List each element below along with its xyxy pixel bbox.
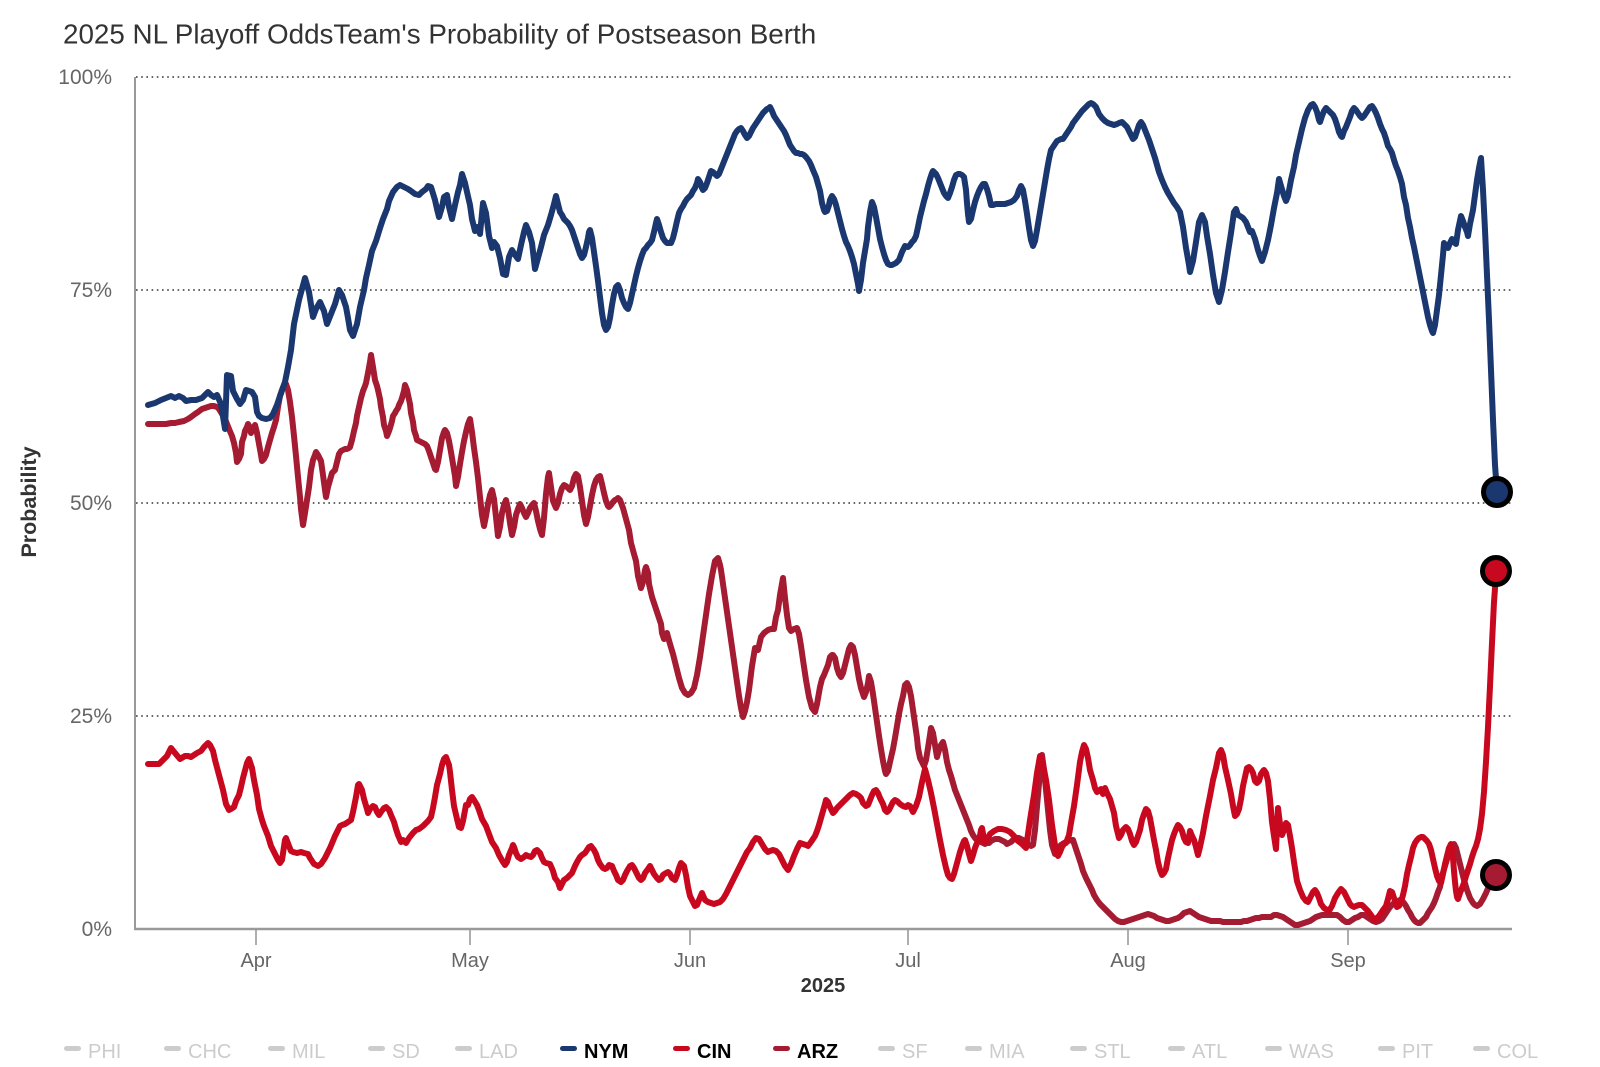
svg-text:CIN: CIN <box>697 1041 731 1063</box>
svg-text:PIT: PIT <box>1402 1041 1433 1063</box>
svg-text:Apr: Apr <box>240 950 271 972</box>
svg-text:Sep: Sep <box>1330 950 1366 972</box>
svg-text:2025: 2025 <box>801 975 846 997</box>
svg-text:0%: 0% <box>82 918 112 941</box>
svg-text:ARZ: ARZ <box>797 1041 838 1063</box>
svg-text:Jun: Jun <box>674 950 706 972</box>
svg-text:Probability: Probability <box>17 446 41 557</box>
svg-text:50%: 50% <box>70 492 112 515</box>
svg-text:75%: 75% <box>70 279 112 302</box>
svg-text:WAS: WAS <box>1289 1041 1334 1063</box>
svg-text:May: May <box>451 950 489 972</box>
svg-text:PHI: PHI <box>88 1041 121 1063</box>
svg-text:Jul: Jul <box>895 950 921 972</box>
svg-text:MIA: MIA <box>989 1041 1025 1063</box>
svg-text:CHC: CHC <box>188 1041 231 1063</box>
svg-text:2025 NL Playoff OddsTeam's Pro: 2025 NL Playoff OddsTeam's Probability o… <box>63 19 816 50</box>
svg-text:100%: 100% <box>58 66 112 89</box>
svg-text:NYM: NYM <box>584 1041 628 1063</box>
svg-text:LAD: LAD <box>479 1041 518 1063</box>
svg-text:COL: COL <box>1497 1041 1538 1063</box>
svg-text:SD: SD <box>392 1041 420 1063</box>
svg-text:Aug: Aug <box>1110 950 1146 972</box>
svg-text:STL: STL <box>1094 1041 1131 1063</box>
svg-text:25%: 25% <box>70 705 112 728</box>
svg-text:MIL: MIL <box>292 1041 325 1063</box>
svg-text:SF: SF <box>902 1041 928 1063</box>
svg-text:ATL: ATL <box>1192 1041 1227 1063</box>
